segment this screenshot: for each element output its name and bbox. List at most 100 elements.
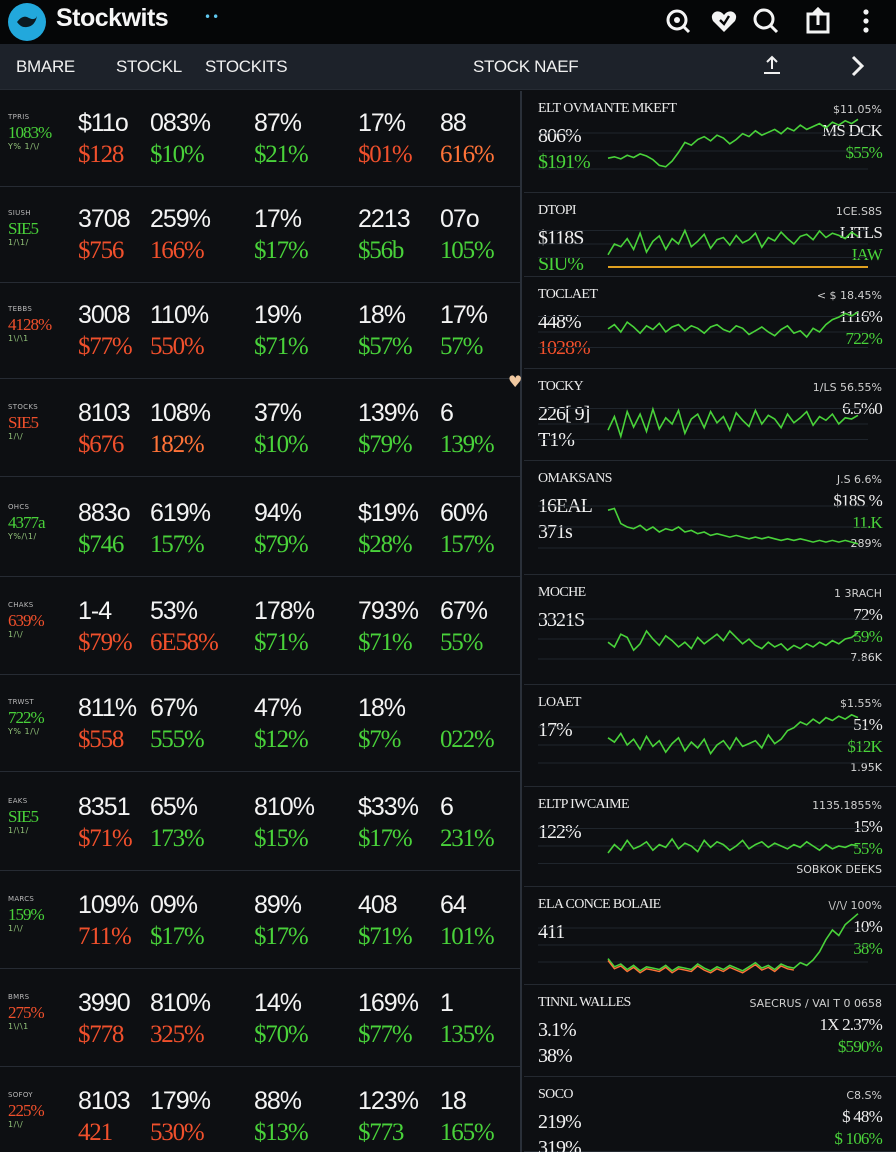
cell-change: $79% xyxy=(78,629,133,656)
more-vertical-icon[interactable] xyxy=(850,5,882,37)
cell-change: $773 xyxy=(358,1119,404,1146)
cell-value: 883o xyxy=(78,499,131,527)
line-chart-card[interactable]: DTOPI $118S SIU% 1CE.S8S LITLS IAW xyxy=(524,193,896,277)
upload-icon[interactable] xyxy=(758,52,786,80)
cell-change: 182% xyxy=(150,431,205,458)
app-title: Stockwits xyxy=(56,4,169,32)
line-chart-card[interactable]: OMAKSANS 16EAL 371s J.S 6.6% $18S % 11.K 289% xyxy=(524,461,896,575)
table-row[interactable]: MARCS 159% 1/\/ 109% 711% 09% $17% 89% $17% 408 $7… xyxy=(0,873,520,969)
tab-bmare[interactable]: BMARE xyxy=(16,57,75,76)
ticker-cell[interactable]: SIUSH SIE5 1/\1/ xyxy=(8,209,68,248)
cell-change: $28% xyxy=(358,531,413,558)
cell-value: 88 xyxy=(440,109,467,137)
ticker-sparkline: 1/\/ xyxy=(8,630,24,639)
line-chart-card[interactable]: TOCKY 226[ 9] T1% 1/LS 56.55% 6.5%0 xyxy=(524,369,896,461)
chart-stat: $ 48% xyxy=(842,1107,883,1126)
cell-change: $57% xyxy=(358,333,413,360)
line-chart-card[interactable]: TOCLAET 448% 1028% < $ 18.45% 1116% 722% xyxy=(524,277,896,369)
ticker-cell[interactable]: SOFOY 225% 1/\/ xyxy=(8,1091,68,1130)
tab-stockl[interactable]: STOCKL xyxy=(116,57,182,76)
chart-price: 1/LS 56.55% xyxy=(812,381,882,394)
tab-stock-naef[interactable]: STOCK NAEF xyxy=(473,57,579,76)
table-row[interactable]: STOCKS SIE5 1/\/ 8103 $676 108% 182% 37% $10% 139… xyxy=(0,381,520,477)
chart-title: TINNL WALLES xyxy=(538,995,631,1010)
table-row[interactable]: TEBBS 4128% 1\/\1 3008 $77% 110% 550% 19% $71% 18… xyxy=(0,283,520,379)
table-row[interactable]: SOFOY 225% 1/\/ 8103 421 179% 530% 88% $13% 123% $… xyxy=(0,1069,520,1152)
line-chart-card[interactable]: TINNL WALLES 3.1% 38% SAECRUS / VAI T 0 065… xyxy=(524,985,896,1077)
cell-change: $21% xyxy=(254,141,309,168)
ticker-sparkline: Y%/\1/ xyxy=(8,532,37,541)
tab-stockits[interactable]: STOCKITS xyxy=(205,57,288,76)
line-chart-card[interactable]: SOCO 219% 319% C8.S% $ 48% $ 106% xyxy=(524,1077,896,1152)
cell-value: 19% xyxy=(254,301,302,329)
share-icon[interactable] xyxy=(803,5,835,37)
line-chart-card[interactable]: LOAET 17% $1.55% 51% $12K 1.95K xyxy=(524,685,896,787)
ticker-cell[interactable]: TPRIS 1083% Y% 1/\/ xyxy=(8,113,68,152)
ticker-cell[interactable]: MARCS 159% 1/\/ xyxy=(8,895,68,934)
ticker-change: 4377a xyxy=(8,513,46,532)
chart-price: 1 3RACH xyxy=(834,587,882,600)
table-row[interactable]: TPRIS 1083% Y% 1/\/ $11o $128 083% $10% 87% $21%… xyxy=(0,91,520,187)
table-row[interactable]: SIUSH SIE5 1/\1/3708 $756 259% 166% 17% $17% 221… xyxy=(0,187,520,283)
heart-icon[interactable] xyxy=(708,5,740,37)
cell-change: $71% xyxy=(254,333,309,360)
chart-primary-value: 122% xyxy=(538,821,582,843)
cell-change: 421 xyxy=(78,1119,113,1146)
heart-icon[interactable]: ♥ xyxy=(508,372,523,391)
cell-value: 108% xyxy=(150,399,211,427)
cell-change: $7% xyxy=(358,726,401,753)
line-chart-card[interactable]: ELA CONCE BOLAIE 411 \//\/ 100% 10% 38% xyxy=(524,887,896,985)
cell-value: 17% xyxy=(440,301,488,329)
chart-price: J.S 6.6% xyxy=(836,473,882,486)
ticker-cell[interactable]: CHAKS 639% 1/\/ xyxy=(8,601,68,640)
table-row[interactable]: EAKS SIE5 1/\1/8351 $71% 65% 173% 810% $15% $33%… xyxy=(0,775,520,871)
cell-change: 173% xyxy=(150,825,205,852)
table-row[interactable]: OHCS 4377a Y%/\1/883o $746 619% 157% 94% $79% $1… xyxy=(0,481,520,577)
cell-value: 67% xyxy=(150,694,198,722)
ticker-symbol: CHAKS xyxy=(8,601,34,609)
search-icon[interactable] xyxy=(750,5,782,37)
cell-change: $676 xyxy=(78,431,124,458)
ticker-symbol: OHCS xyxy=(8,503,30,511)
ticker-cell[interactable]: EAKS SIE5 1/\1/ xyxy=(8,797,68,836)
table-row[interactable]: TRWST 722% Y% 1/\/ 811% $558 67% 555% 47% $12% 18… xyxy=(0,676,520,772)
cell-value: 3990 xyxy=(78,989,131,1017)
status-dots: •• xyxy=(204,10,221,24)
line-chart-card[interactable]: ELT OVMANTE MKEFT 806% $191% $11.05% MS DCK $… xyxy=(524,91,896,193)
cell-value: 408 xyxy=(358,891,398,919)
series-line xyxy=(607,118,859,168)
search-refresh-icon[interactable] xyxy=(662,5,694,37)
cell-value: 88% xyxy=(254,1087,302,1115)
cell-value: 169% xyxy=(358,989,419,1017)
cell-value: 3708 xyxy=(78,205,131,233)
cell-value: 60% xyxy=(440,499,488,527)
cell-value: 3008 xyxy=(78,301,131,329)
cell-change: $71% xyxy=(358,629,413,656)
line-chart-card[interactable]: MOCHE 3321S 1 3RACH 72% 59% 7.86K xyxy=(524,575,896,685)
ticker-cell[interactable]: BMRS 275% 1\/\1 xyxy=(8,993,68,1032)
table-row[interactable]: BMRS 275% 1\/\1 3990 $778 810% 325% 14% $70% 169%… xyxy=(0,971,520,1067)
ticker-cell[interactable]: TEBBS 4128% 1\/\1 xyxy=(8,305,68,344)
ticker-symbol: TEBBS xyxy=(8,305,33,313)
chart-price: $11.05% xyxy=(833,103,882,116)
cell-change: $17% xyxy=(254,923,309,950)
chart-price: 1135.1855% xyxy=(812,799,882,812)
cell-value: 810% xyxy=(254,793,315,821)
chart-change: 59% xyxy=(853,627,883,646)
line-chart-card[interactable]: ELTP IWCAIME 122% 1135.1855% 15% 55% SOBKOK D… xyxy=(524,787,896,887)
cell-value: 619% xyxy=(150,499,211,527)
ticker-cell[interactable]: STOCKS SIE5 1/\/ xyxy=(8,403,68,442)
series-line xyxy=(607,713,859,756)
cell-change: 555% xyxy=(150,726,205,753)
series-line xyxy=(607,507,859,545)
cell-change: 57% xyxy=(440,333,483,360)
cell-change: $71% xyxy=(358,923,413,950)
ticker-cell[interactable]: OHCS 4377a Y%/\1/ xyxy=(8,503,68,542)
ticker-cell[interactable]: TRWST 722% Y% 1/\/ xyxy=(8,698,68,737)
chart-title: LOAET xyxy=(538,695,581,710)
chevron-right-icon[interactable] xyxy=(844,52,872,80)
chart-secondary-value: SIU% xyxy=(538,253,584,275)
table-row[interactable]: CHAKS 639% 1/\/ 1-4 $79% 53% 6E58% 178% $71% 793%… xyxy=(0,579,520,675)
stockwits-logo-icon[interactable] xyxy=(8,3,46,41)
cell-change: 105% xyxy=(440,237,495,264)
